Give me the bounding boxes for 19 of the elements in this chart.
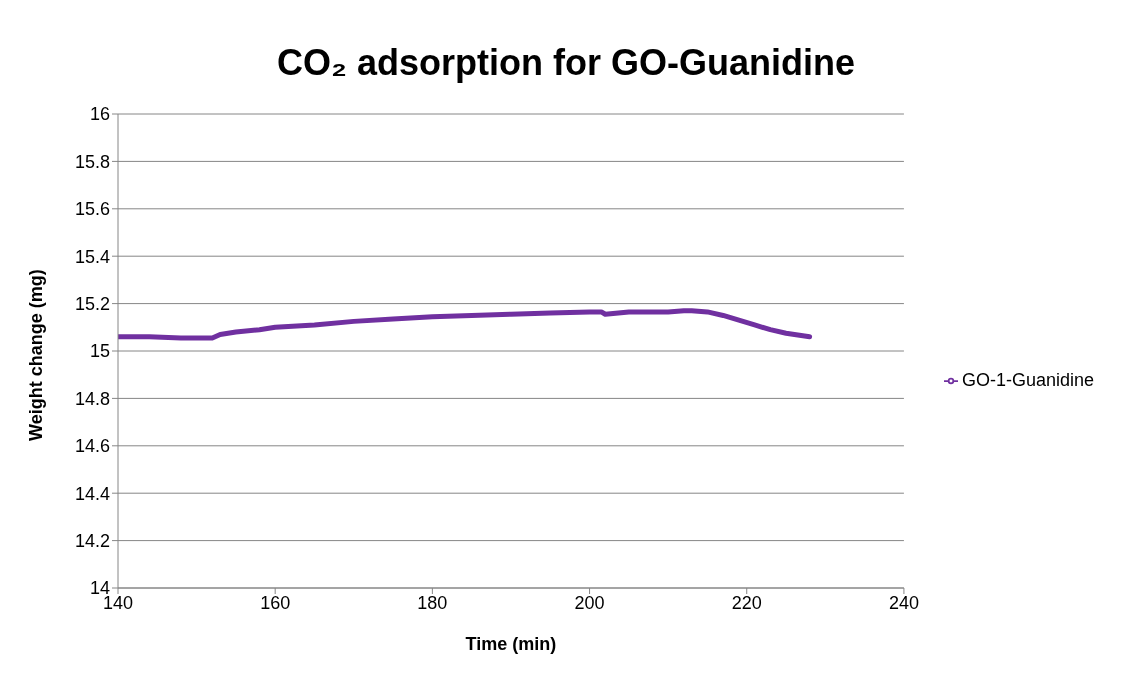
x-tick-label: 240: [888, 592, 919, 613]
y-tick-label: 14.2: [74, 530, 110, 551]
y-tick-label: 15.8: [74, 151, 110, 172]
y-tick-label: 15.4: [74, 246, 110, 267]
x-tick-label: 160: [260, 592, 291, 613]
chart-title: CO₂ adsorption for GO-Guanidine: [276, 41, 856, 85]
x-tick-label: 220: [731, 592, 762, 613]
y-tick-label: 16: [89, 104, 110, 125]
x-axis-title: Time (min): [465, 634, 557, 654]
y-tick-label: 15.2: [74, 293, 110, 314]
legend-label: GO-1-Guanidine: [961, 369, 1094, 390]
y-tick-label: 14.6: [74, 436, 110, 457]
x-tick-label: 180: [417, 592, 448, 613]
x-tick-label: 200: [574, 592, 605, 613]
y-tick-label: 14.8: [74, 388, 110, 409]
y-axis-title: Weight change (mg): [26, 269, 47, 441]
y-tick-label: 15.6: [74, 199, 110, 220]
y-tick-label: 14.4: [74, 483, 110, 504]
y-tick-label: 15: [89, 341, 110, 362]
